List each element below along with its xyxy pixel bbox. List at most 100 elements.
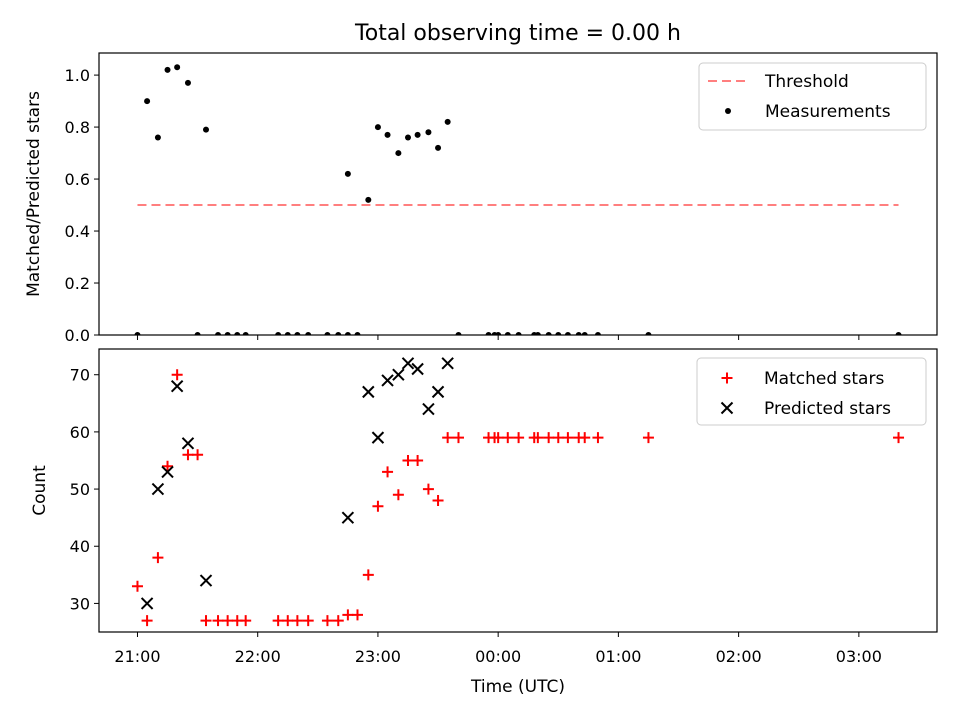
y-tick-label: 0.6 <box>65 170 90 189</box>
matched-star-marker <box>192 449 204 461</box>
measurement-point <box>895 332 902 335</box>
predicted-star-marker <box>371 431 385 444</box>
y-tick-label: 1.0 <box>65 66 90 85</box>
y-tick-label: 50 <box>70 480 90 499</box>
matched-star-marker <box>291 615 303 627</box>
predicted-star-marker <box>431 385 445 399</box>
plot-marks <box>131 357 905 627</box>
measurement-point <box>435 144 442 151</box>
predicted-star-marker <box>161 465 174 479</box>
measurement-point <box>485 332 492 335</box>
measurement-point <box>564 332 571 335</box>
matched-star-marker <box>362 569 374 581</box>
matched-star-marker <box>342 609 354 621</box>
y-axis-label: Count <box>30 465 50 516</box>
y-axis-label: Matched/Predicted stars <box>24 91 44 297</box>
measurement-point <box>455 332 462 335</box>
measurement-point <box>414 131 421 138</box>
measurement-point <box>575 332 582 335</box>
measurement-point <box>335 332 342 335</box>
matched-star-marker <box>502 432 514 444</box>
measurement-point <box>305 332 312 335</box>
predicted-star-marker <box>199 574 213 587</box>
y-tick-label: 0.2 <box>65 274 90 293</box>
matched-star-marker <box>432 495 444 507</box>
measurement-point <box>344 332 351 335</box>
x-tick-label: 21:00 <box>114 647 160 666</box>
x-tick-label: 02:00 <box>716 647 762 666</box>
plot-frame <box>98 52 938 336</box>
matched-star-marker <box>131 580 143 592</box>
predicted-star-marker <box>401 357 415 370</box>
measurement-point <box>324 332 331 335</box>
matched-star-marker <box>492 432 504 444</box>
matched-star-marker <box>182 449 194 461</box>
measurement-point <box>374 124 381 131</box>
predicted-star-marker <box>362 385 375 399</box>
x-tick-label: 00:00 <box>475 647 521 666</box>
measurement-point <box>284 332 291 335</box>
matched-star-marker <box>171 369 183 381</box>
predicted-star-marker <box>411 362 424 376</box>
measurement-point <box>174 64 181 71</box>
matched-star-marker <box>579 432 591 444</box>
measurement-point <box>294 332 301 335</box>
predicted-star-marker <box>170 379 184 393</box>
legend: Threshold Measurements <box>698 62 927 131</box>
matched-star-marker <box>412 454 424 466</box>
measurement-point <box>224 332 231 335</box>
matched-star-marker <box>442 432 454 444</box>
x-tick-label: 22:00 <box>235 647 281 666</box>
measurement-point <box>203 126 210 133</box>
measurement-point <box>545 332 552 335</box>
measurement-point <box>354 332 361 335</box>
matched-star-marker <box>382 466 394 478</box>
matched-star-marker <box>513 432 525 444</box>
matched-star-marker <box>543 432 555 444</box>
plot-frame <box>98 348 938 633</box>
measurement-point <box>594 332 601 335</box>
measurement-point <box>344 170 351 177</box>
measurement-point <box>404 134 411 141</box>
predicted-star-marker <box>341 511 355 524</box>
legend-matched-label: Matched stars <box>764 369 884 389</box>
measurement-point <box>164 66 171 73</box>
matched-star-marker <box>452 432 464 444</box>
matched-star-marker <box>351 609 363 621</box>
measurement-point <box>395 150 402 157</box>
legend-matched-swatch <box>721 372 733 384</box>
measurement-point <box>365 196 372 203</box>
measurement-point <box>504 332 511 335</box>
matched-star-marker <box>272 615 284 627</box>
legend-threshold-label: Threshold <box>764 72 849 92</box>
y-tick-label: 70 <box>70 366 90 385</box>
y-tick-label: 0.0 <box>65 326 90 345</box>
matched-star-marker <box>332 615 344 627</box>
matched-star-marker <box>562 432 574 444</box>
legend-predicted-label: Predicted stars <box>764 399 891 419</box>
x-tick-label: 23:00 <box>355 647 401 666</box>
matched-star-marker <box>162 460 174 472</box>
predicted-star-marker <box>392 368 405 381</box>
measurement-point <box>645 332 652 335</box>
matched-star-marker <box>302 615 314 627</box>
ratio-panel: 0.0 0.2 0.4 0.6 0.8 1.0 Matched/Predicted star… <box>24 52 938 345</box>
predicted-star-marker <box>381 374 394 387</box>
measurement-point <box>495 332 502 335</box>
count-panel: 30 40 50 60 70 Count Matched stars Predicted st… <box>30 348 938 637</box>
legend-measurements-swatch <box>725 108 731 114</box>
plot-marks <box>134 64 902 335</box>
matched-star-marker <box>402 454 414 466</box>
predicted-star-marker <box>422 402 435 416</box>
legend: Matched stars Predicted stars <box>696 357 927 426</box>
predicted-star-marker <box>140 597 154 610</box>
measurement-point <box>555 332 562 335</box>
x-tick-label: 01:00 <box>595 647 641 666</box>
matched-star-marker <box>552 432 564 444</box>
matched-star-marker <box>141 615 153 627</box>
legend-predicted-swatch <box>720 401 734 415</box>
y-tick-label: 40 <box>70 537 90 556</box>
matched-star-marker <box>200 615 212 627</box>
measurement-point <box>515 332 522 335</box>
